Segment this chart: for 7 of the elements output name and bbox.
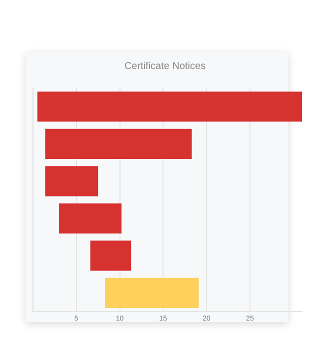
bar xyxy=(45,166,98,196)
bar xyxy=(59,203,122,234)
bar xyxy=(45,128,192,159)
bar xyxy=(90,240,132,271)
chart-title: Certificate Notices xyxy=(124,60,206,72)
bar xyxy=(37,92,302,122)
bar xyxy=(105,278,199,308)
